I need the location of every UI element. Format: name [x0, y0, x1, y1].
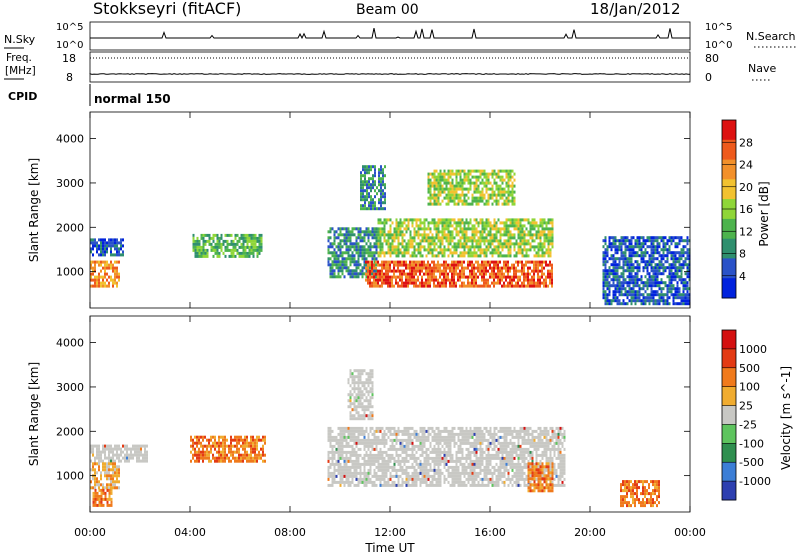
scatter-region — [193, 234, 263, 258]
beam-label: Beam 00 — [356, 2, 419, 18]
nsky-trace — [90, 28, 690, 38]
cpid-label: CPID — [8, 90, 37, 103]
y-tick-label: 4000 — [56, 133, 84, 146]
colorbar-tick-label: 24 — [739, 159, 753, 172]
colorbar-tick-label: 20 — [739, 181, 753, 194]
colorbar-tick-label: 28 — [739, 136, 753, 149]
colorbar-swatch — [722, 160, 736, 180]
nave-label: Nave — [748, 62, 776, 75]
colorbar-tick-label: -100 — [739, 437, 764, 450]
colorbar-tick-label: 1000 — [739, 343, 767, 356]
scatter-region — [90, 261, 120, 288]
velocity-ylabel: Slant Range [km] — [27, 362, 41, 466]
nsearch-tick-high: 10^5 — [705, 22, 732, 33]
scatter-region — [90, 238, 124, 256]
y-tick-label: 1000 — [56, 266, 84, 279]
colorbar-swatch — [722, 481, 736, 500]
freq-label-line2: [MHz] — [5, 65, 36, 77]
colorbar-swatch — [722, 462, 736, 481]
scatter-region — [365, 261, 553, 288]
colorbar-tick-label: 25 — [739, 400, 753, 413]
nsky-panel — [90, 22, 690, 50]
freq-label-line1: Freq. — [6, 52, 32, 64]
colorbar-swatch — [722, 424, 736, 443]
power-colorbar-label: Power [dB] — [757, 181, 771, 246]
freq-tick-high: 18 — [62, 52, 76, 65]
nsearch-tick-low: 10^0 — [705, 40, 732, 51]
colorbar-tick-label: -500 — [739, 456, 764, 469]
y-tick-label: 4000 — [56, 337, 84, 350]
x-tick-label: 20:00 — [574, 526, 606, 539]
scatter-region — [190, 436, 266, 463]
colorbar-swatch — [722, 443, 736, 462]
velocity-heatmap — [90, 369, 660, 507]
y-tick-label: 3000 — [56, 177, 84, 190]
colorbar-swatch — [722, 330, 736, 349]
scatter-region — [348, 369, 374, 420]
nsky-tick-high: 10^5 — [56, 22, 83, 33]
date-label: 18/Jan/2012 — [590, 0, 681, 18]
power-heatmap — [90, 165, 691, 305]
colorbar-swatch — [722, 349, 736, 368]
nave-tick-high: 80 — [705, 52, 719, 65]
colorbar-swatch — [722, 120, 736, 140]
colorbar-tick-label: -1000 — [739, 475, 771, 488]
scatter-region — [620, 480, 660, 507]
colorbar-swatch — [722, 219, 736, 239]
y-tick-label: 1000 — [56, 470, 84, 483]
nsky-tick-low: 10^0 — [56, 40, 83, 51]
colorbar-tick-label: 12 — [739, 225, 753, 238]
x-tick-label: 16:00 — [474, 526, 506, 539]
y-tick-label: 3000 — [56, 381, 84, 394]
velocity-colorbar-label: Velocity [m s^-1] — [779, 366, 793, 470]
freq-tick-low: 8 — [66, 71, 73, 84]
x-tick-label: 00:00 — [674, 526, 706, 539]
velocity-panel-frame — [90, 316, 690, 512]
colorbar-swatch — [722, 179, 736, 199]
colorbar-swatch — [722, 406, 736, 425]
nsky-label: N.Sky — [4, 33, 36, 46]
x-tick-label: 12:00 — [374, 526, 406, 539]
nave-tick-low: 0 — [705, 71, 712, 84]
x-tick-label: 00:00 — [74, 526, 106, 539]
power-ylabel: Slant Range [km] — [27, 158, 41, 262]
freq-panel — [90, 52, 690, 82]
colorbar-swatch — [722, 387, 736, 406]
colorbar-swatch — [722, 278, 736, 298]
figure-title: Stokkseyri (fitACF) — [93, 0, 241, 18]
y-tick-label: 2000 — [56, 221, 84, 234]
colorbar-tick-label: 8 — [739, 248, 746, 261]
colorbar-tick-label: 4 — [739, 270, 746, 283]
y-tick-label: 2000 — [56, 425, 84, 438]
freq-trace — [90, 74, 690, 75]
colorbar-tick-label: 16 — [739, 203, 753, 216]
x-tick-label: 08:00 — [274, 526, 306, 539]
scatter-region — [378, 218, 554, 257]
colorbar-tick-label: 500 — [739, 362, 760, 375]
scatter-region — [360, 165, 386, 210]
nsearch-label: N.Search — [746, 30, 796, 43]
colorbar-tick-label: 100 — [739, 381, 760, 394]
x-axis-label: Time UT — [364, 541, 415, 554]
x-tick-label: 04:00 — [174, 526, 206, 539]
cpid-value: normal 150 — [94, 92, 171, 106]
colorbar-swatch — [722, 368, 736, 387]
colorbar-tick-label: -25 — [739, 418, 757, 431]
scatter-region — [603, 236, 691, 305]
scatter-region — [90, 445, 148, 463]
scatter-region — [428, 170, 516, 206]
colorbar-swatch — [722, 140, 736, 160]
scatter-region — [93, 489, 113, 507]
colorbar-swatch — [722, 239, 736, 259]
